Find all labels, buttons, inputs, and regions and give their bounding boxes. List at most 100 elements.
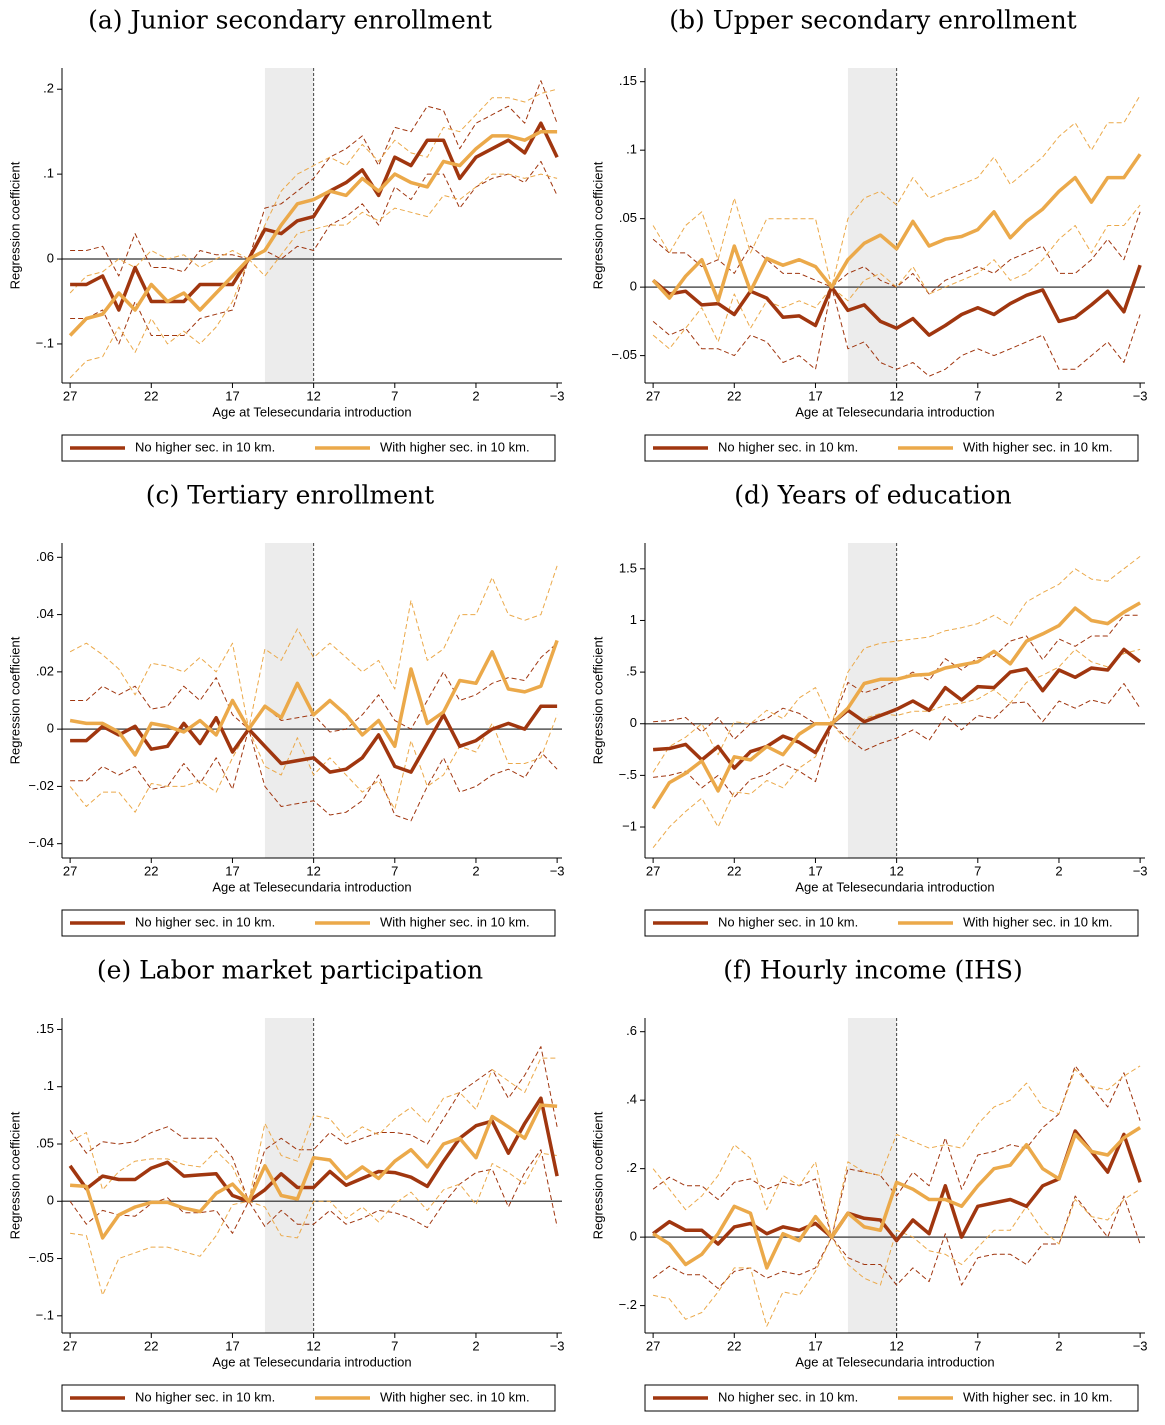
shaded-region bbox=[847, 1018, 897, 1333]
x-axis-label: Age at Telesecundaria introduction bbox=[212, 879, 411, 894]
x-tick-label: 22 bbox=[144, 1338, 158, 1353]
y-tick-label: −.1 bbox=[36, 1307, 54, 1322]
x-tick-label: 7 bbox=[974, 863, 981, 878]
x-axis-label: Age at Telesecundaria introduction bbox=[795, 404, 994, 419]
y-tick-label: −.5 bbox=[619, 767, 637, 782]
y-tick-label: −.02 bbox=[28, 778, 54, 793]
legend bbox=[644, 909, 1139, 937]
legend-label: No higher sec. in 10 km. bbox=[718, 914, 858, 929]
x-tick-label: 17 bbox=[808, 1338, 822, 1353]
shaded-region bbox=[847, 543, 897, 858]
y-tick-label: .2 bbox=[626, 1160, 637, 1175]
x-tick-label: 27 bbox=[63, 863, 77, 878]
y-tick-label: 0 bbox=[47, 721, 54, 736]
legend-label: No higher sec. in 10 km. bbox=[718, 439, 858, 454]
y-tick-label: .2 bbox=[43, 81, 54, 96]
x-tick-label: 22 bbox=[727, 1338, 741, 1353]
x-tick-label: 7 bbox=[391, 863, 398, 878]
y-tick-label: 0 bbox=[630, 279, 637, 294]
y-tick-label: .05 bbox=[619, 210, 637, 225]
y-tick-label: −1 bbox=[622, 818, 637, 833]
legend-label: No higher sec. in 10 km. bbox=[135, 439, 275, 454]
x-tick-label: −3 bbox=[550, 863, 565, 878]
y-tick-label: 0 bbox=[630, 1229, 637, 1244]
x-tick-label: 7 bbox=[974, 388, 981, 403]
x-tick-label: 27 bbox=[646, 388, 660, 403]
panel-title: (b) Upper secondary enrollment bbox=[669, 6, 1076, 35]
legend bbox=[644, 1384, 1139, 1412]
series-line bbox=[651, 264, 1142, 337]
x-tick-label: 17 bbox=[225, 1338, 239, 1353]
x-tick-label: 22 bbox=[727, 863, 741, 878]
x-tick-label: 12 bbox=[889, 1338, 903, 1353]
ci-lower bbox=[70, 728, 558, 822]
ci-lower bbox=[653, 683, 1141, 798]
legend-label: No higher sec. in 10 km. bbox=[135, 1389, 275, 1404]
panel-title: (d) Years of education bbox=[734, 481, 1011, 510]
legend-label: With higher sec. in 10 km. bbox=[380, 1389, 530, 1404]
ci-lower bbox=[652, 1188, 1141, 1327]
x-tick-label: 12 bbox=[889, 863, 903, 878]
series-line bbox=[652, 647, 1142, 770]
x-tick-label: 7 bbox=[974, 1338, 981, 1353]
x-tick-label: −3 bbox=[1133, 388, 1148, 403]
legend-label: With higher sec. in 10 km. bbox=[963, 1389, 1113, 1404]
y-tick-label: 0 bbox=[630, 715, 637, 730]
x-tick-label: 17 bbox=[808, 388, 822, 403]
x-tick-label: 2 bbox=[1055, 863, 1062, 878]
ci-upper bbox=[69, 1057, 558, 1202]
y-axis-label: Regression coefficient bbox=[7, 1111, 22, 1239]
series-line bbox=[70, 704, 558, 774]
ci-lower bbox=[69, 1149, 558, 1234]
y-axis-label: Regression coefficient bbox=[590, 1111, 605, 1239]
y-tick-label: −.05 bbox=[611, 347, 637, 362]
x-tick-label: 22 bbox=[727, 388, 741, 403]
ci-lower bbox=[70, 1152, 558, 1296]
y-axis-label: Regression coefficient bbox=[7, 161, 22, 289]
y-tick-label: .05 bbox=[36, 1135, 54, 1150]
x-tick-label: 2 bbox=[1055, 1338, 1062, 1353]
y-tick-label: 0 bbox=[47, 250, 54, 265]
x-axis-label: Age at Telesecundaria introduction bbox=[795, 1354, 994, 1369]
legend-label: With higher sec. in 10 km. bbox=[380, 439, 530, 454]
y-tick-label: −.1 bbox=[36, 335, 54, 350]
x-tick-label: 27 bbox=[646, 863, 660, 878]
y-tick-label: −.04 bbox=[28, 835, 54, 850]
y-tick-label: −.2 bbox=[619, 1297, 637, 1312]
y-tick-label: .1 bbox=[626, 142, 637, 157]
ci-lower bbox=[652, 204, 1141, 350]
y-tick-label: .15 bbox=[36, 1021, 54, 1036]
x-tick-label: −3 bbox=[550, 388, 565, 403]
x-tick-label: 12 bbox=[306, 388, 320, 403]
y-tick-label: .5 bbox=[626, 664, 637, 679]
series-line bbox=[651, 601, 1141, 810]
legend bbox=[61, 1384, 556, 1412]
x-tick-label: 17 bbox=[225, 388, 239, 403]
y-tick-label: .15 bbox=[619, 73, 637, 88]
ci-upper bbox=[652, 1065, 1141, 1238]
series-line bbox=[69, 639, 559, 757]
y-tick-label: .02 bbox=[36, 663, 54, 678]
x-tick-label: 22 bbox=[144, 863, 158, 878]
legend bbox=[644, 434, 1139, 462]
legend-label: No higher sec. in 10 km. bbox=[135, 914, 275, 929]
x-tick-label: 7 bbox=[391, 388, 398, 403]
legend-label: No higher sec. in 10 km. bbox=[718, 1389, 858, 1404]
panel-title: (e) Labor market participation bbox=[97, 956, 483, 985]
x-tick-label: 17 bbox=[225, 863, 239, 878]
y-tick-label: .04 bbox=[36, 606, 54, 621]
ci-upper bbox=[652, 95, 1141, 288]
x-tick-label: 2 bbox=[472, 388, 479, 403]
x-tick-label: −3 bbox=[550, 1338, 565, 1353]
series-line bbox=[68, 129, 558, 337]
x-tick-label: 12 bbox=[306, 863, 320, 878]
legend-label: With higher sec. in 10 km. bbox=[380, 914, 530, 929]
panel-title: (a) Junior secondary enrollment bbox=[88, 6, 492, 35]
ci-upper bbox=[652, 556, 1141, 773]
panel-title: (c) Tertiary enrollment bbox=[146, 481, 434, 510]
x-tick-label: 12 bbox=[889, 388, 903, 403]
y-tick-label: −.05 bbox=[28, 1250, 54, 1265]
y-tick-label: .1 bbox=[43, 166, 54, 181]
series-line bbox=[652, 1126, 1142, 1270]
